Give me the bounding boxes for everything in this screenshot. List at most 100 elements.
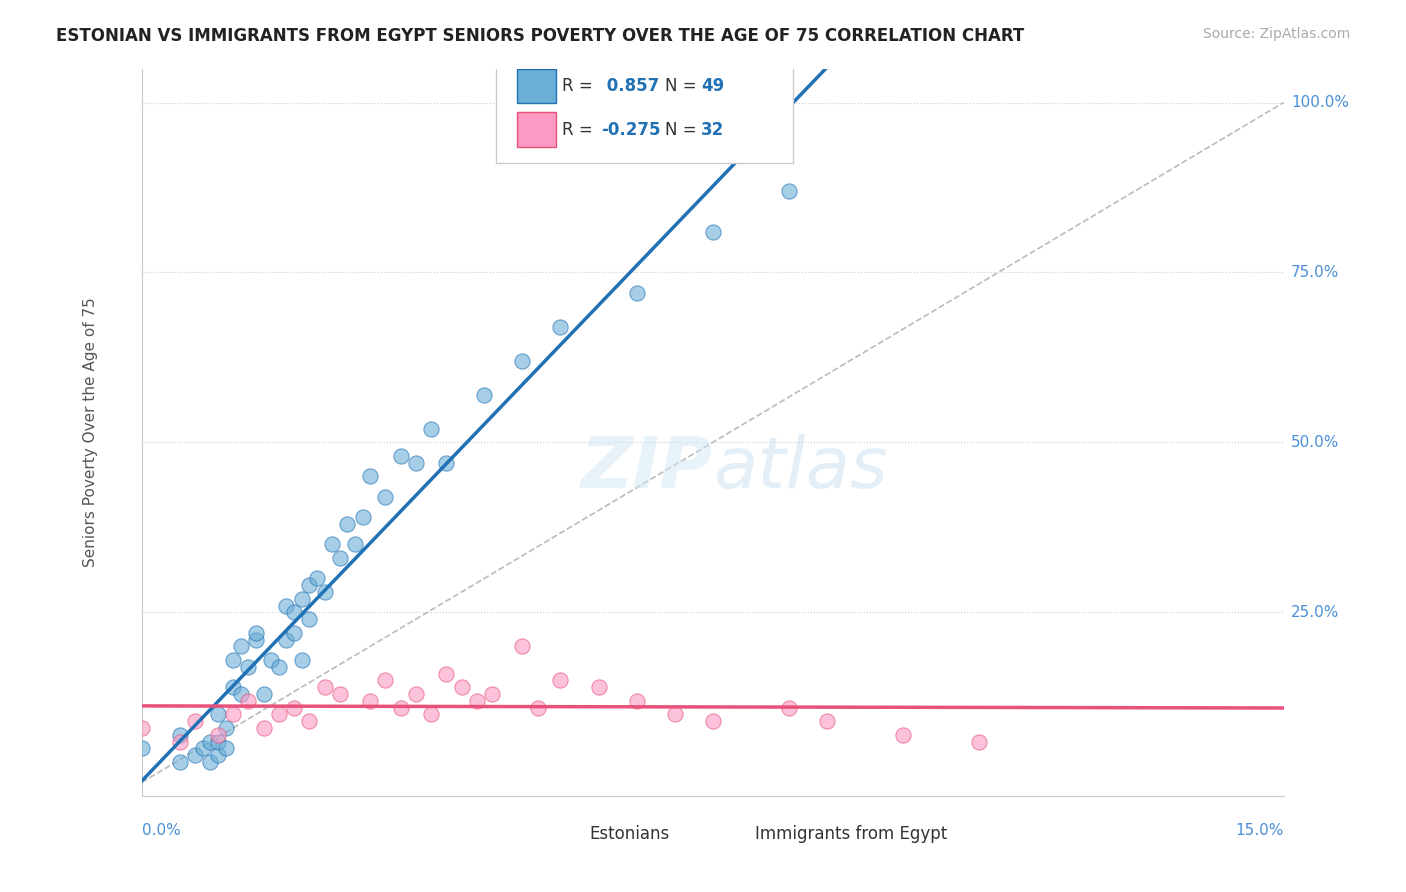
- Text: 49: 49: [702, 77, 724, 95]
- Point: [184, 748, 207, 763]
- Point: [229, 640, 252, 654]
- Text: 25.0%: 25.0%: [1291, 605, 1340, 620]
- Point: [389, 449, 412, 463]
- Point: [702, 225, 724, 239]
- Text: 50.0%: 50.0%: [1291, 435, 1340, 450]
- Point: [283, 625, 305, 640]
- Point: [222, 680, 245, 694]
- Point: [314, 680, 336, 694]
- Point: [550, 319, 572, 334]
- Point: [207, 748, 229, 763]
- Point: [291, 653, 314, 667]
- Point: [169, 734, 191, 748]
- Point: [283, 700, 305, 714]
- Point: [169, 755, 191, 769]
- Point: [626, 694, 648, 708]
- Point: [252, 687, 274, 701]
- FancyBboxPatch shape: [550, 819, 585, 849]
- Text: 15.0%: 15.0%: [1236, 823, 1284, 838]
- Point: [238, 659, 260, 673]
- Point: [967, 734, 990, 748]
- Point: [374, 673, 396, 688]
- Point: [450, 680, 472, 694]
- Point: [169, 728, 191, 742]
- Point: [222, 653, 245, 667]
- Point: [420, 707, 443, 722]
- Point: [352, 510, 374, 524]
- Text: Seniors Poverty Over the Age of 75: Seniors Poverty Over the Age of 75: [83, 297, 98, 567]
- Point: [229, 687, 252, 701]
- Point: [374, 490, 396, 504]
- FancyBboxPatch shape: [517, 112, 557, 147]
- Point: [405, 687, 427, 701]
- Point: [207, 734, 229, 748]
- Point: [321, 537, 343, 551]
- Point: [336, 516, 359, 531]
- Point: [465, 694, 488, 708]
- Point: [815, 714, 838, 728]
- Point: [238, 694, 260, 708]
- Point: [276, 599, 298, 613]
- Point: [131, 721, 153, 735]
- Text: R =: R =: [562, 77, 598, 95]
- Point: [184, 714, 207, 728]
- Point: [329, 551, 352, 566]
- FancyBboxPatch shape: [716, 819, 751, 849]
- Text: N =: N =: [665, 77, 702, 95]
- Point: [420, 422, 443, 436]
- Point: [778, 700, 800, 714]
- Point: [200, 734, 222, 748]
- Point: [298, 612, 321, 626]
- Point: [207, 707, 229, 722]
- Text: Estonians: Estonians: [589, 825, 669, 844]
- Point: [702, 714, 724, 728]
- Point: [434, 666, 457, 681]
- Point: [626, 285, 648, 300]
- Point: [526, 700, 548, 714]
- Point: [267, 659, 290, 673]
- Text: 100.0%: 100.0%: [1291, 95, 1350, 110]
- Text: 32: 32: [702, 120, 724, 138]
- Text: R =: R =: [562, 120, 598, 138]
- Text: -0.275: -0.275: [600, 120, 661, 138]
- Point: [222, 707, 245, 722]
- Text: 0.0%: 0.0%: [142, 823, 180, 838]
- Point: [283, 606, 305, 620]
- Point: [214, 721, 236, 735]
- Point: [359, 694, 381, 708]
- Point: [472, 388, 495, 402]
- Point: [291, 591, 314, 606]
- Text: ESTONIAN VS IMMIGRANTS FROM EGYPT SENIORS POVERTY OVER THE AGE OF 75 CORRELATION: ESTONIAN VS IMMIGRANTS FROM EGYPT SENIOR…: [56, 27, 1025, 45]
- Point: [588, 680, 610, 694]
- Point: [298, 578, 321, 592]
- Point: [245, 632, 267, 647]
- Point: [329, 687, 352, 701]
- Point: [207, 728, 229, 742]
- Text: 0.857: 0.857: [600, 77, 659, 95]
- Point: [891, 728, 914, 742]
- Point: [305, 571, 328, 585]
- Point: [214, 741, 236, 756]
- Text: atlas: atlas: [713, 434, 887, 503]
- Point: [481, 687, 503, 701]
- Point: [191, 741, 214, 756]
- Point: [550, 673, 572, 688]
- Point: [664, 707, 686, 722]
- FancyBboxPatch shape: [517, 69, 557, 103]
- Point: [245, 625, 267, 640]
- Point: [778, 184, 800, 198]
- Text: Immigrants from Egypt: Immigrants from Egypt: [755, 825, 948, 844]
- Text: Source: ZipAtlas.com: Source: ZipAtlas.com: [1202, 27, 1350, 41]
- Point: [405, 456, 427, 470]
- Point: [434, 456, 457, 470]
- Point: [314, 585, 336, 599]
- Point: [260, 653, 283, 667]
- Point: [276, 632, 298, 647]
- Point: [359, 469, 381, 483]
- Point: [512, 354, 534, 368]
- Text: ZIP: ZIP: [581, 434, 713, 503]
- Text: N =: N =: [665, 120, 702, 138]
- Text: 75.0%: 75.0%: [1291, 265, 1340, 280]
- Point: [252, 721, 274, 735]
- Point: [343, 537, 366, 551]
